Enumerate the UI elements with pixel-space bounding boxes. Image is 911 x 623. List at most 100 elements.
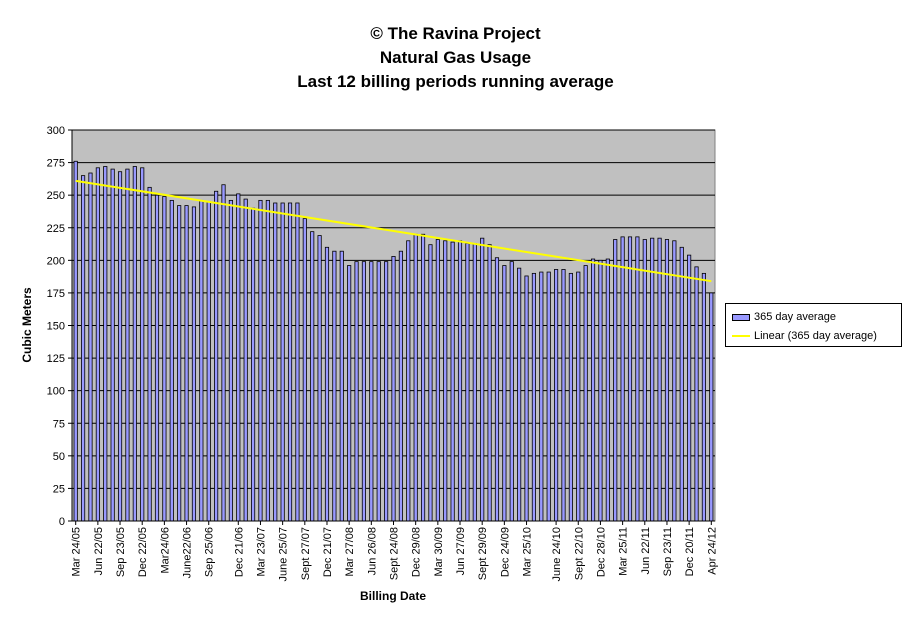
x-tick-label: Mar 27/08 [344,527,356,577]
x-tick-label: Mar 23/07 [255,527,267,577]
bar [487,244,492,522]
x-tick-label: Jun 27/09 [455,527,467,575]
title-line-2: Natural Gas Usage [379,48,532,67]
bar [539,271,544,522]
bar [177,205,182,522]
x-tick-label: Jun 22/05 [93,527,105,575]
bar [95,167,100,522]
bar [258,199,263,522]
bar [694,266,699,522]
x-tick-label: Sept 24/08 [389,527,401,580]
x-tick-label: Sep 25/06 [204,527,216,577]
bar [376,261,381,522]
chart-title: © The Ravina Project Natural Gas Usage L… [0,22,911,94]
title-line-1: © The Ravina Project [370,24,541,43]
x-tick-label: Mar 25/11 [618,527,630,576]
bar [354,261,359,522]
legend: 365 day average Linear (365 day average) [725,303,902,347]
y-tick-label: 300 [47,125,65,137]
y-tick-label: 275 [47,158,65,170]
x-tick-label: Apr 24/12 [706,527,718,575]
bar [502,265,507,522]
x-tick-label: June22/06 [182,527,194,578]
bar [605,258,610,522]
bar [251,207,256,522]
y-tick-label: 150 [47,321,65,333]
legend-entry-series: 365 day average [732,310,836,324]
bar [554,269,559,522]
bar [287,202,293,522]
bar [561,269,566,522]
x-tick-label: Mar 24/05 [71,527,83,577]
y-tick-label: 200 [47,255,65,267]
bar [103,166,108,522]
bar [154,194,160,522]
legend-trend-label: Linear (365 day average) [754,330,877,342]
x-tick-label: Dec 21/07 [322,527,334,577]
y-tick-label: 0 [59,516,65,528]
bar [480,237,485,522]
bar [295,202,300,522]
bar [450,241,455,522]
bar [214,190,219,522]
bar [384,261,389,522]
x-tick-label: Mar24/06 [159,527,171,573]
bar [517,267,522,522]
bar [162,196,167,522]
bar [369,261,374,522]
bar [472,242,477,522]
x-tick-label: Dec 21/06 [233,527,245,577]
x-tick-label: Dec 22/05 [137,527,149,577]
x-tick-label: Dec 29/08 [411,527,423,577]
bar [709,292,714,522]
bar [627,236,633,522]
y-tick-label: 75 [53,418,65,430]
bar [221,184,226,522]
bar [236,193,241,522]
bar [687,254,692,522]
bar [583,265,588,522]
bar [324,246,330,522]
title-line-3: Last 12 billing periods running average [297,72,614,91]
bar [317,235,322,522]
bar [199,199,204,522]
x-axis-title: Billing Date [360,589,426,603]
bar [465,242,470,522]
x-axis-ticks: Mar 24/05 Jun 22/05 Sep 23/05 Dec 22/05 Mar2… [71,521,718,581]
y-tick-label: 25 [53,483,65,495]
bar [273,202,278,522]
bar [613,239,618,522]
y-tick-label: 250 [47,190,65,202]
y-axis-title: Cubic Meters [20,287,34,363]
x-tick-label: Sep 23/05 [115,527,127,577]
y-tick-label: 225 [47,223,65,235]
bar [701,272,706,522]
bar [635,236,640,522]
bar [169,199,174,522]
bar [332,250,337,522]
bar [147,186,152,522]
bar [406,240,411,522]
bar [435,239,440,522]
x-tick-label: Jun 22/11 [640,527,652,575]
bar [413,233,418,522]
bar [420,233,426,522]
bar [524,275,529,522]
bar [494,257,500,522]
legend-line-swatch [732,335,750,337]
x-tick-label: Mar 30/09 [433,527,445,577]
bar [531,272,536,522]
bar [642,239,647,522]
bar [81,175,86,522]
trend-line [75,179,712,283]
legend-bar-swatch [732,313,750,321]
x-tick-label: Mar 25/10 [522,527,534,577]
bar [88,172,93,522]
bar [347,265,352,522]
x-tick-label: Sept 29/09 [477,527,489,580]
bar [140,167,145,522]
x-tick-label: Jun 26/08 [366,527,378,575]
bar [679,246,684,522]
x-tick-label: Sept 22/10 [573,527,585,580]
